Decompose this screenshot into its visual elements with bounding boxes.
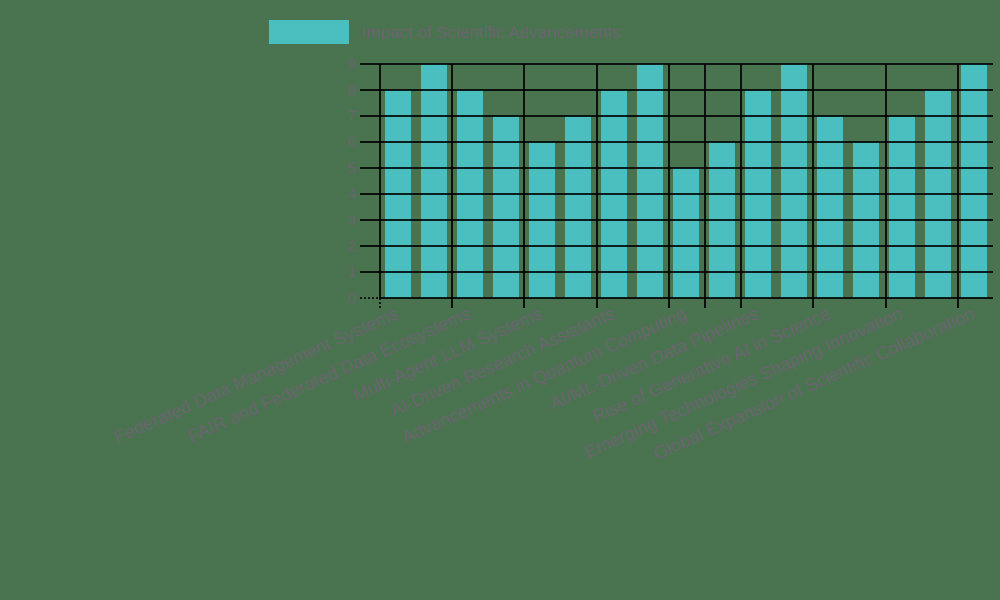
y-tick-label: 2: [348, 238, 356, 255]
bar: [565, 116, 591, 298]
bar: [889, 116, 915, 298]
bar: [961, 64, 987, 298]
legend-swatch: [269, 20, 349, 44]
y-axis-ticks: 0 1 2 3 4 5 6 7 8 9: [348, 56, 356, 307]
y-tick-label: 8: [348, 82, 356, 99]
bar: [637, 64, 663, 298]
bar: [781, 64, 807, 298]
y-tick-label: 7: [348, 108, 356, 125]
y-tick-label: 0: [348, 290, 356, 307]
legend: Impact of Scientific Advancements: [269, 20, 621, 44]
bar: [673, 168, 699, 298]
legend-label: Impact of Scientific Advancements: [362, 23, 621, 42]
bar: [493, 116, 519, 298]
bars: [385, 64, 987, 298]
x-tick-label: Federated Data Management Systems: [111, 303, 402, 447]
bar: [817, 116, 843, 298]
y-tick-label: 3: [348, 212, 356, 229]
y-tick-label: 9: [348, 56, 356, 73]
y-tick-label: 4: [348, 186, 356, 203]
gridlines: [360, 63, 993, 308]
y-tick-label: 5: [348, 160, 356, 177]
y-tick-label: 6: [348, 134, 356, 151]
bar: [421, 64, 447, 298]
y-tick-label: 1: [348, 264, 356, 281]
